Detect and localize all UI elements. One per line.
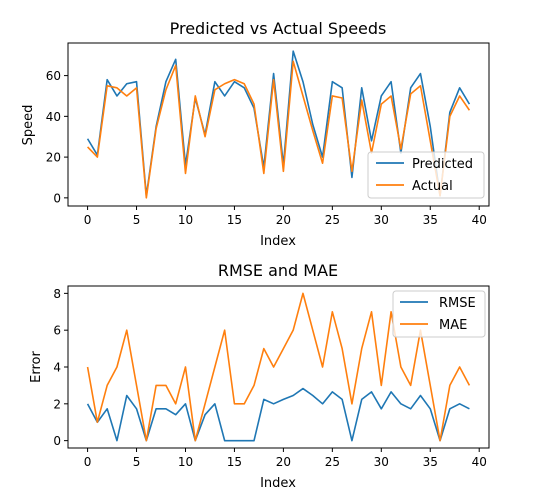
x-tick-label: 35 (423, 213, 438, 227)
x-axis-label: Index (260, 234, 296, 249)
x-tick-label: 30 (374, 213, 389, 227)
x-tick-label: 25 (325, 213, 340, 227)
y-axis-label: Error (29, 351, 44, 383)
x-tick-label: 40 (472, 455, 487, 469)
y-tick-label: 0 (53, 434, 61, 448)
y-tick-label: 60 (46, 69, 61, 83)
x-tick-label: 0 (84, 213, 92, 227)
legend-label-mae: MAE (439, 318, 467, 333)
chart-speeds: Predicted vs Actual Speeds 0 5 10 15 20 25 30 3… (21, 19, 490, 249)
x-tick-label: 5 (133, 213, 141, 227)
y-tick-label: 0 (53, 191, 61, 205)
x-tick-label: 0 (84, 455, 92, 469)
y-tick-label: 20 (46, 151, 61, 165)
y-tick-label: 40 (46, 110, 61, 124)
plot-area-frame (67, 42, 490, 207)
series-line-rmse (86, 387, 470, 442)
x-tick-label: 20 (276, 455, 291, 469)
y-axis-label: Speed (21, 105, 36, 146)
legend-label-actual: Actual (412, 179, 453, 194)
x-tick-label: 15 (227, 455, 242, 469)
x-tick-label: 5 (133, 455, 141, 469)
x-tick-label: 10 (178, 213, 193, 227)
x-axis-label: Index (260, 476, 296, 491)
legend: Predicted Actual (367, 151, 485, 199)
y-tick-label: 2 (53, 397, 61, 411)
chart-title: RMSE and MAE (218, 261, 338, 280)
chart-errors: RMSE and MAE 0 5 10 15 20 25 30 35 40 0 2 4 6 8 Index… (29, 261, 490, 491)
x-tick-label: 30 (374, 455, 389, 469)
x-tick-label: 10 (178, 455, 193, 469)
legend-label-rmse: RMSE (439, 296, 476, 311)
chart-title: Predicted vs Actual Speeds (170, 19, 387, 38)
y-tick-label: 4 (53, 361, 61, 375)
y-tick-label: 6 (53, 324, 61, 338)
x-tick-label: 40 (472, 213, 487, 227)
x-tick-label: 25 (325, 455, 340, 469)
x-tick-label: 35 (423, 455, 438, 469)
y-tick-label: 8 (53, 287, 61, 301)
legend: RMSE MAE (392, 290, 486, 338)
x-tick-label: 20 (276, 213, 291, 227)
x-tick-label: 15 (227, 213, 242, 227)
legend-label-predicted: Predicted (412, 157, 473, 172)
series-line-actual (87, 60, 471, 199)
series-line-mae (86, 292, 471, 442)
